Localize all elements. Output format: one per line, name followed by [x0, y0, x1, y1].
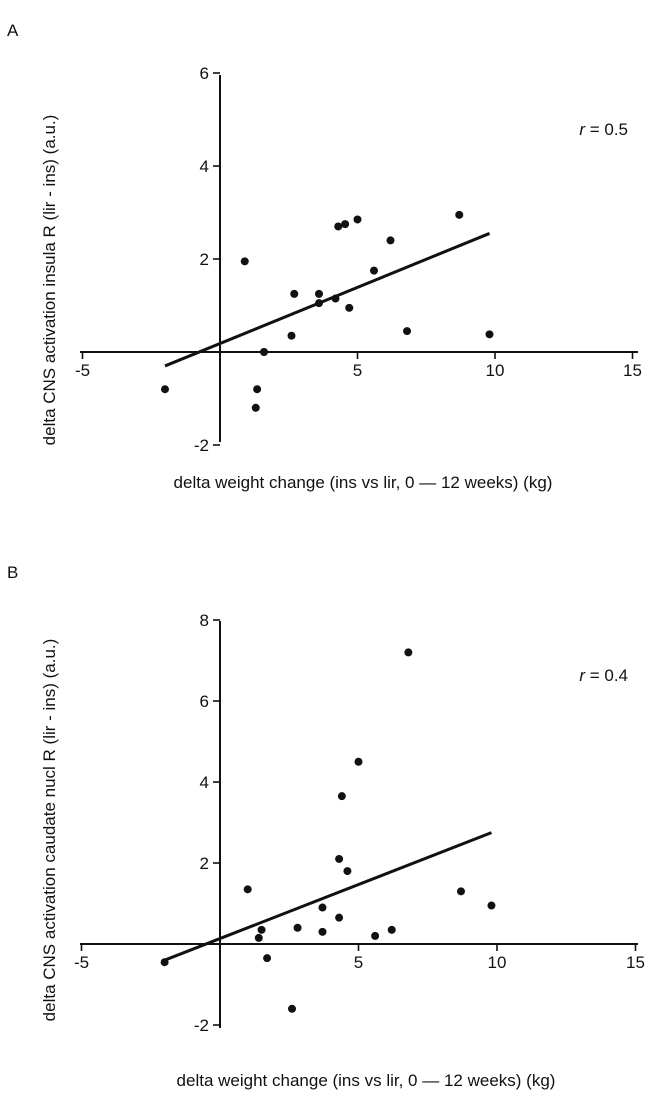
panel-b-data-point [318, 903, 327, 912]
panel-a-data-point [353, 215, 362, 224]
panel-a-x-tick-label: 10 [486, 361, 505, 380]
panel-b-fit [164, 831, 493, 962]
panel-a-y-tick-label: 6 [200, 64, 209, 83]
panel-a-x-tick-label: 5 [353, 361, 362, 380]
panel-b-data-point [243, 885, 252, 894]
panel-a: A delta CNS activation insula R (lir - i… [7, 21, 642, 492]
panel-b-data-point [335, 913, 344, 922]
panel-a-data-point [260, 348, 268, 356]
panel-a-data-point [315, 299, 323, 308]
panel-b-x-tick-label: -5 [74, 953, 89, 972]
panel-a-r-symbol: r [579, 120, 586, 139]
panel-a-data-point [386, 236, 395, 245]
panel-a-data-point [290, 289, 299, 298]
panel-b-data-point [456, 887, 465, 896]
panel-a-data-point [341, 220, 350, 229]
panel-a-letter: A [7, 21, 19, 40]
panel-b-data-point [335, 854, 344, 863]
panel-b-data-point [318, 927, 327, 936]
panel-b-x-tick-label: 10 [488, 953, 507, 972]
panel-a-y-axis-title: delta CNS activation insula R (lir - ins… [40, 115, 59, 446]
panel-a-data-point [253, 385, 262, 394]
panel-b-data-point [257, 925, 266, 934]
panel-a-fit [164, 232, 491, 368]
panel-b-r-value: = 0.4 [585, 666, 628, 685]
panel-a-x-tick-label: 15 [623, 361, 642, 380]
panel-a-points [161, 210, 494, 412]
panel-b-y-tick-label: 2 [200, 854, 209, 873]
panel-a-data-point [403, 327, 411, 336]
panel-a-data-point [315, 289, 323, 298]
panel-b-data-point [371, 931, 380, 940]
panel-b-data-point [487, 901, 496, 910]
panel-b-x-axis-title: delta weight change (ins vs lir, 0 — 12 … [177, 1071, 556, 1090]
panel-a-data-point [485, 330, 494, 339]
panel-b-data-point [343, 867, 352, 876]
panel-b-y-axis-title: delta CNS activation caudate nucl R (lir… [40, 639, 59, 1022]
panel-a-data-point [251, 403, 260, 412]
panel-b-correlation: r = 0.4 [579, 666, 628, 685]
panel-a-r-value: = 0.5 [585, 120, 628, 139]
panel-b-data-point [293, 923, 302, 932]
panel-b-points [160, 648, 496, 1013]
panel-b-x-tick-label: 5 [354, 953, 363, 972]
panel-b-letter: B [7, 563, 18, 582]
panel-a-y-tick-label: -2 [194, 436, 209, 455]
panel-a-data-point [334, 222, 343, 231]
panel-b-data-point [263, 954, 272, 963]
panel-a-data-point [240, 257, 249, 266]
panel-a-correlation: r = 0.5 [579, 120, 628, 139]
panel-a-data-point [345, 303, 354, 312]
panel-b-y-tick-label: 8 [200, 611, 209, 630]
panel-b-data-point [160, 958, 169, 967]
panel-b-x-tick-label: 15 [626, 953, 645, 972]
panel-b-data-point [404, 648, 413, 657]
panel-b-y-tick-label: -2 [194, 1016, 209, 1035]
panel-a-y-tick-label: 2 [200, 250, 209, 269]
panel-a-data-point [287, 331, 296, 340]
panel-b-regression-line [164, 831, 493, 962]
panel-a-x-tick-label: -5 [75, 361, 90, 380]
panel-b-data-point [337, 792, 346, 801]
panel-a-data-point [455, 210, 464, 219]
panel-b-ticks: -5 5 10 15 -2 2 4 6 8 [74, 611, 645, 1035]
panel-a-data-point [161, 385, 169, 394]
panel-a-ticks: -5 5 10 15 -2 2 4 6 [75, 64, 642, 455]
panel-b-r-symbol: r [579, 666, 586, 685]
panel-a-data-point [331, 294, 340, 303]
panel-b: B delta CNS activation caudate nucl R (l… [7, 563, 645, 1090]
panel-b-data-point [387, 925, 396, 934]
panel-b-data-point [254, 933, 263, 942]
panel-b-y-tick-label: 6 [200, 692, 209, 711]
panel-b-data-point [288, 1004, 297, 1013]
panel-a-x-axis-title: delta weight change (ins vs lir, 0 — 12 … [174, 473, 553, 492]
panel-b-data-point [354, 757, 363, 766]
panel-a-regression-line [164, 232, 491, 368]
panel-a-y-tick-label: 4 [200, 157, 209, 176]
panel-b-y-tick-label: 4 [200, 773, 209, 792]
panel-a-data-point [370, 266, 378, 275]
